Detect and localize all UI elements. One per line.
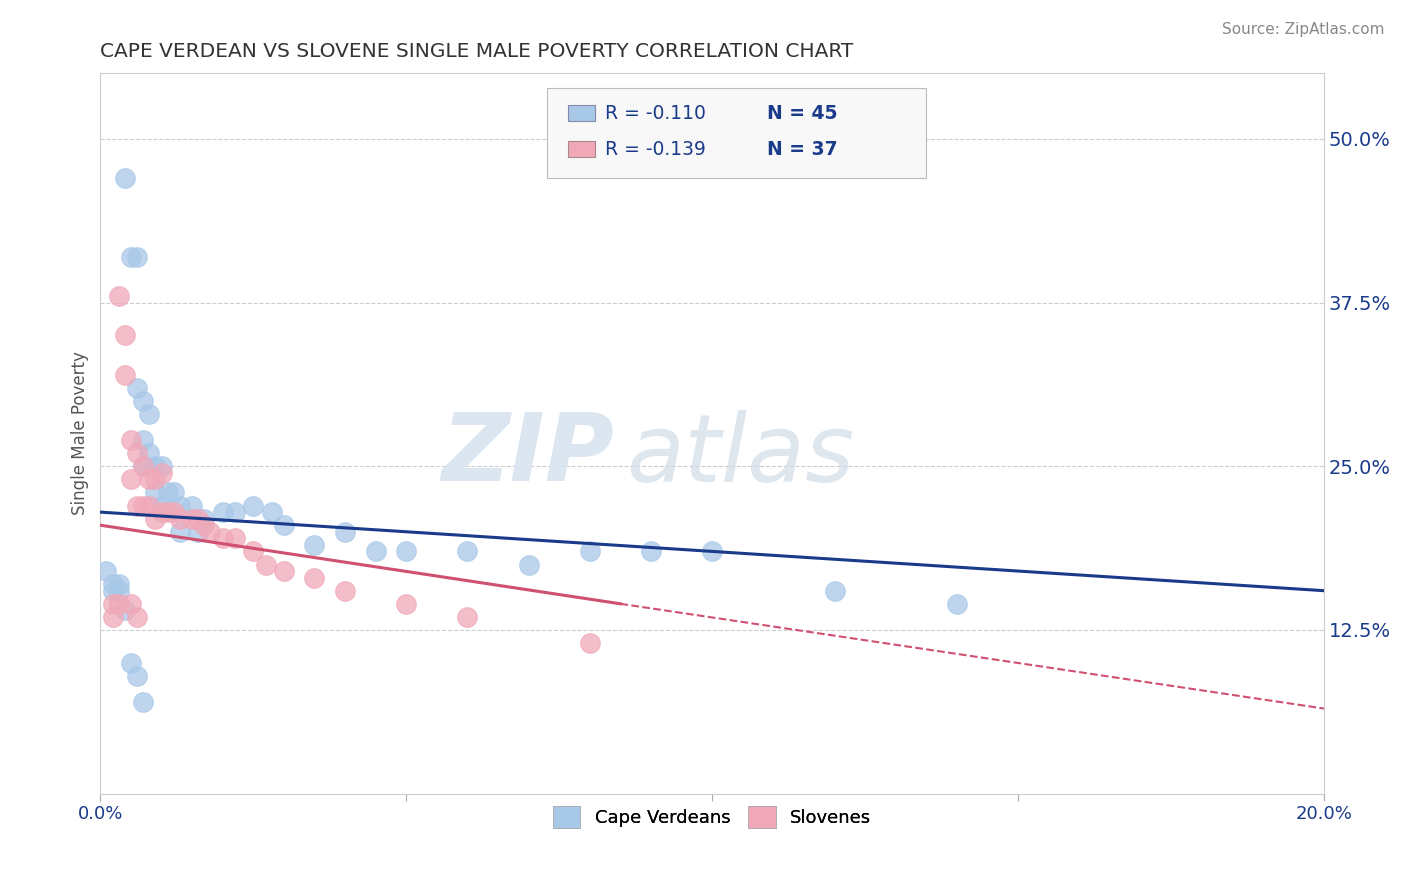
Point [181,511,204,525]
Point [132,459,155,474]
Point [125,610,148,624]
FancyBboxPatch shape [568,105,595,121]
Point [242,544,264,558]
Point [120,250,142,264]
Y-axis label: Single Male Poverty: Single Male Poverty [72,351,89,516]
Point [156,505,179,519]
Point [254,558,277,572]
Point [824,583,846,598]
Point [125,499,148,513]
Text: N = 37: N = 37 [768,139,838,159]
Point [578,636,600,650]
Point [242,499,264,513]
Point [517,558,540,572]
Point [138,407,160,421]
Point [304,571,326,585]
Point [138,472,160,486]
Point [273,564,295,578]
FancyBboxPatch shape [547,87,927,178]
Text: ZIP: ZIP [441,409,614,501]
Point [107,583,129,598]
Point [138,499,160,513]
Point [125,381,148,395]
Point [145,511,167,525]
Point [120,597,142,611]
Point [211,531,233,545]
Point [120,472,142,486]
Point [578,544,600,558]
Point [150,499,173,513]
Point [114,171,136,186]
Text: CAPE VERDEAN VS SLOVENE SINGLE MALE POVERTY CORRELATION CHART: CAPE VERDEAN VS SLOVENE SINGLE MALE POVE… [100,42,853,61]
Point [150,505,173,519]
Point [107,289,129,303]
Point [169,499,191,513]
Point [114,603,136,617]
Point [946,597,969,611]
Point [125,669,148,683]
Point [224,531,246,545]
Point [107,597,129,611]
Point [395,544,418,558]
Text: R = -0.110: R = -0.110 [605,103,706,122]
Point [260,505,283,519]
Point [364,544,387,558]
Point [169,524,191,539]
Point [640,544,662,558]
Point [273,518,295,533]
Point [132,499,155,513]
Point [125,446,148,460]
Point [181,499,204,513]
Text: R = -0.139: R = -0.139 [605,139,706,159]
Text: N = 45: N = 45 [768,103,838,122]
Point [456,610,478,624]
Point [120,656,142,670]
Point [145,472,167,486]
Point [187,511,209,525]
Text: atlas: atlas [627,409,855,500]
Point [395,597,418,611]
Point [169,511,191,525]
Point [333,583,356,598]
Point [145,485,167,500]
Point [120,433,142,447]
Point [145,459,167,474]
Point [163,485,186,500]
Point [193,518,215,533]
Point [163,505,186,519]
Point [187,524,209,539]
Point [101,597,124,611]
Text: Source: ZipAtlas.com: Source: ZipAtlas.com [1222,22,1385,37]
Point [125,250,148,264]
Point [150,459,173,474]
Point [101,577,124,591]
Point [101,583,124,598]
Point [138,446,160,460]
Point [304,538,326,552]
Point [193,511,215,525]
Point [107,577,129,591]
Point [456,544,478,558]
Point [132,393,155,408]
Legend: Cape Verdeans, Slovenes: Cape Verdeans, Slovenes [546,798,879,835]
Point [156,485,179,500]
Point [114,368,136,382]
Point [96,564,118,578]
Point [114,328,136,343]
Point [132,459,155,474]
Point [211,505,233,519]
Point [333,524,356,539]
Point [702,544,724,558]
Point [101,610,124,624]
Point [132,695,155,709]
Point [132,433,155,447]
FancyBboxPatch shape [568,141,595,157]
Point [200,524,222,539]
Point [150,466,173,480]
Point [224,505,246,519]
